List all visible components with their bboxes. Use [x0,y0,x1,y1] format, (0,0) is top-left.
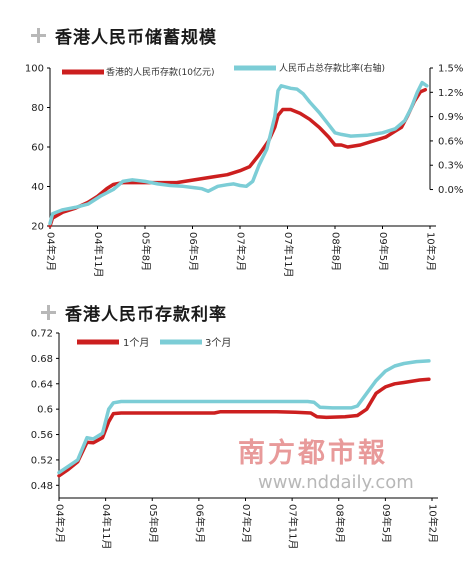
x-tick-label: 05年8月 [147,504,160,543]
y-tick-label: 60 [31,143,44,154]
y-right-tick-label: 0.6% [438,136,463,147]
x-tick-label: 07年11月 [287,504,300,549]
y-tick-label: 0.52 [31,455,53,466]
series-line-0 [57,377,431,478]
x-tick-label: 06年5月 [193,504,206,543]
y-right-tick-label: 0.9% [438,112,463,123]
plus-icon [40,304,57,321]
y-right-tick-label: 0.3% [438,161,463,172]
chart1-header: 香港人民币储蓄规模 [30,23,217,48]
x-tick-label: 09年5月 [380,504,393,543]
watermark-url: www.nddaily.com [258,472,414,493]
x-tick-label: 04年11月 [92,232,105,277]
x-tick-label: 04年2月 [54,504,67,543]
y-tick-label: 80 [31,103,44,114]
legend-label-3m: 3个月 [205,337,231,349]
x-tick-label: 07年2月 [235,232,248,271]
y-right-tick-label: 0.0% [438,185,463,196]
x-tick-label: 09年5月 [377,232,390,271]
x-tick-label: 08年8月 [333,504,346,543]
x-tick-label: 10年2月 [427,504,440,543]
y-tick-label: 0.64 [31,379,53,390]
chart2-header: 香港人民币存款利率 [40,300,227,325]
y-tick-label: 0.56 [31,430,53,441]
y-right-tick-label: 1.5% [438,64,463,75]
chart1-title: 香港人民币储蓄规模 [55,28,217,48]
series-line-1 [48,80,429,226]
y-tick-label: 0.6 [37,405,53,416]
y-tick-label: 0.48 [31,481,53,492]
y-tick-label: 100 [25,64,44,75]
x-tick-label: 08年8月 [330,232,343,271]
x-tick-label: 04年11月 [100,504,113,549]
series-line-1 [57,359,431,475]
x-tick-label: 06年5月 [187,232,200,271]
x-tick-label: 07年11月 [282,232,295,277]
x-tick-label: 05年8月 [140,232,153,271]
y-tick-label: 20 [31,222,44,233]
series-line-0 [48,87,428,228]
chart2-svg: 0.48 0.52 0.56 0.6 0.64 0.68 0.72 04年2月 04年11月 05… [31,329,440,550]
chart1-legend: 香港的人民币存款(10亿元) 人民币占总存款比率(右轴) [62,62,385,78]
legend-label-deposit: 香港的人民币存款(10亿元) [106,66,214,78]
legend-label-1m: 1个月 [123,337,149,349]
x-tick-label: 07年2月 [240,504,253,543]
chart2-title: 香港人民币存款利率 [65,305,227,325]
x-tick-label: 04年2月 [45,232,58,271]
legend-label-ratio: 人民币占总存款比率(右轴) [279,62,385,74]
y-right-tick-label: 1.2% [438,88,463,99]
plus-icon [30,27,47,44]
x-tick-label: 10年2月 [425,232,438,271]
y-tick-label: 0.68 [31,354,53,365]
chart1-svg: 20 40 60 80 100 0.0% 0.3% 0.6% 0.9% 1.2% 1.5% 04年2月… [25,62,464,277]
watermark-brand: 南方都市報 [238,438,388,469]
chart2-legend: 1个月 3个月 [77,337,231,349]
y-tick-label: 40 [31,182,44,193]
y-tick-label: 0.72 [31,329,53,340]
